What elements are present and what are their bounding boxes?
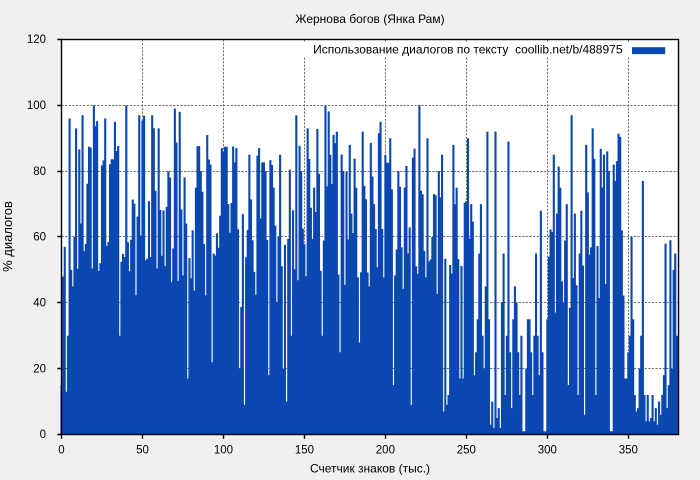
svg-text:% диалогов: % диалогов — [0, 201, 15, 272]
svg-text:100: 100 — [214, 444, 233, 456]
svg-text:0: 0 — [58, 444, 64, 456]
svg-text:20: 20 — [33, 363, 46, 375]
svg-text:200: 200 — [376, 444, 395, 456]
svg-text:300: 300 — [538, 444, 557, 456]
svg-text:50: 50 — [136, 444, 149, 456]
svg-text:Жернова богов (Янка Рам): Жернова богов (Янка Рам) — [295, 12, 444, 26]
svg-text:60: 60 — [33, 232, 46, 244]
svg-text:100: 100 — [27, 100, 46, 112]
svg-text:80: 80 — [33, 166, 46, 178]
svg-text:250: 250 — [457, 444, 476, 456]
svg-text:350: 350 — [619, 444, 638, 456]
svg-text:150: 150 — [295, 444, 314, 456]
svg-text:0: 0 — [40, 429, 46, 441]
svg-text:120: 120 — [27, 34, 46, 46]
svg-text:Счетчик знаков (тыс.): Счетчик знаков (тыс.) — [310, 462, 430, 476]
svg-text:40: 40 — [33, 297, 46, 309]
svg-text:Использование диалогов по текс: Использование диалогов по тексту coollib… — [313, 43, 623, 57]
